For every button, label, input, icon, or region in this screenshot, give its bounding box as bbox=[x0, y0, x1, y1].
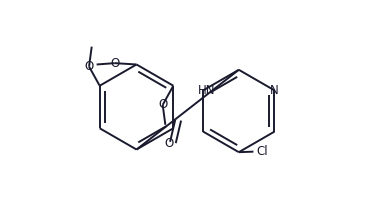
Text: O: O bbox=[85, 60, 94, 73]
Text: O: O bbox=[158, 98, 167, 111]
Text: HN: HN bbox=[198, 84, 216, 97]
Text: Cl: Cl bbox=[257, 145, 268, 158]
Text: O: O bbox=[164, 137, 174, 150]
Text: N: N bbox=[270, 84, 279, 97]
Text: O: O bbox=[110, 57, 119, 70]
